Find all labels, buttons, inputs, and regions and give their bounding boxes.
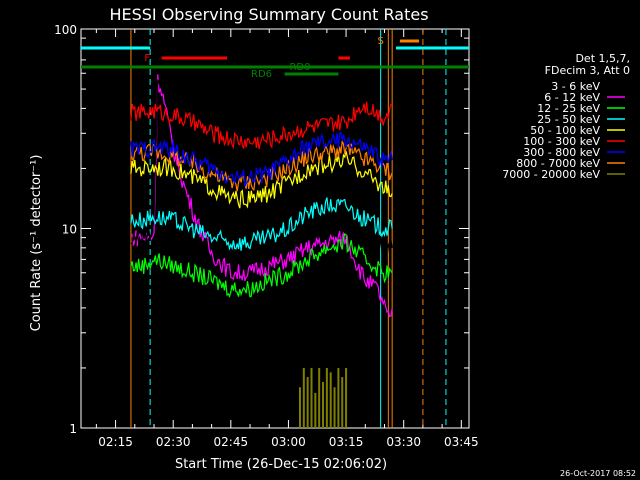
legend-label: 3 - 6 keV — [551, 80, 600, 93]
y-axis-label: Count Rate (s⁻¹ detector⁻¹) — [29, 155, 44, 332]
x-tick-label: 03:00 — [271, 435, 306, 449]
annotation-label: F — [144, 53, 150, 64]
y-tick-label: 1 — [69, 422, 77, 436]
x-tick-label: 02:30 — [156, 435, 191, 449]
x-tick-label: 03:30 — [386, 435, 421, 449]
legend-label: 12 - 25 keV — [537, 102, 600, 115]
annotation-label: RD0 — [289, 62, 310, 73]
legend-label: 100 - 300 keV — [523, 135, 600, 148]
series-line — [130, 131, 393, 187]
legend-label: 50 - 100 keV — [530, 124, 600, 137]
timestamp: 26-Oct-2017 08:52 — [560, 469, 636, 478]
x-tick-label: 02:15 — [98, 435, 133, 449]
annotation-label: RD6 — [251, 69, 272, 80]
x-tick-label: 03:45 — [444, 435, 479, 449]
x-axis-label: Start Time (26-Dec-15 02:06:02) — [175, 457, 387, 472]
y-tick-label: 10 — [62, 223, 77, 237]
series-line — [130, 78, 393, 254]
legend-label: 6 - 12 keV — [544, 91, 600, 104]
legend-label: 300 - 800 keV — [523, 146, 600, 159]
series-line — [130, 74, 393, 318]
series-line — [130, 101, 393, 150]
plot-area: 02:15 02:30 02:45 03:00 03:15 03:30 03:45 1 10 10… — [54, 23, 479, 449]
series-line — [130, 233, 393, 299]
annotation-label: S — [377, 36, 383, 47]
series-line — [130, 197, 393, 251]
legend-label: 25 - 50 keV — [537, 113, 600, 126]
x-tick-label: 02:45 — [214, 435, 249, 449]
y-tick-label: 100 — [54, 23, 77, 37]
legend-header: Det 1,5,7, — [575, 52, 630, 65]
legend-label: 7000 - 20000 keV — [502, 168, 600, 181]
chart-title: HESSI Observing Summary Count Rates — [109, 5, 428, 24]
series-line — [130, 151, 393, 209]
legend-header: FDecim 3, Att 0 — [545, 64, 630, 77]
legend-label: 800 - 7000 keV — [516, 157, 600, 170]
x-tick-label: 03:15 — [329, 435, 364, 449]
